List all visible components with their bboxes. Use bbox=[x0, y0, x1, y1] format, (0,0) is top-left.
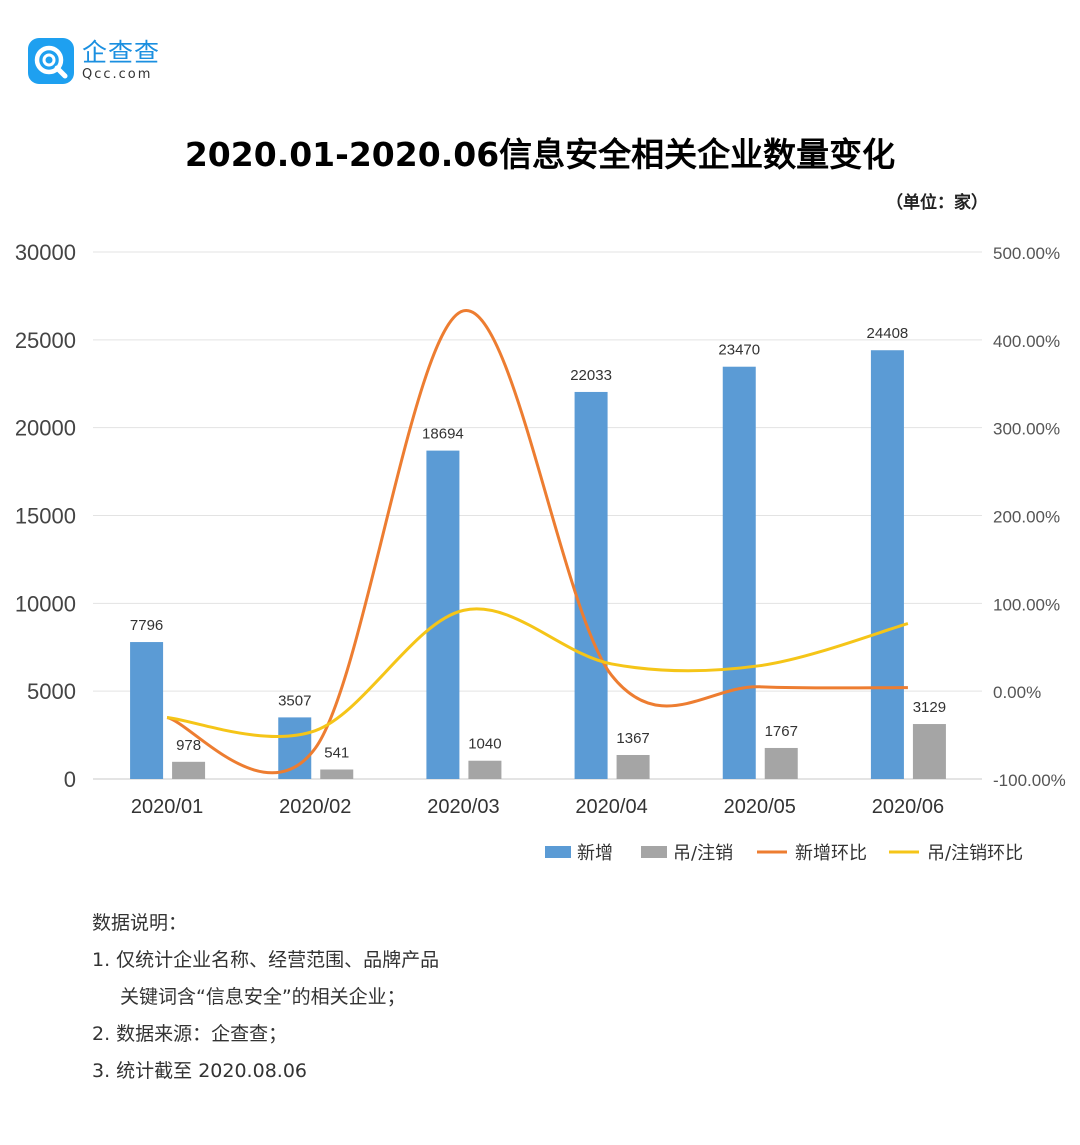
x-tick-label: 2020/01 bbox=[131, 796, 203, 818]
y-right-tick: 400.00% bbox=[993, 332, 1060, 351]
bar-cancel bbox=[172, 761, 206, 779]
bar-cancel bbox=[912, 724, 946, 779]
notes-heading: 数据说明： bbox=[92, 912, 188, 934]
y-left-tick: 10000 bbox=[15, 591, 76, 616]
y-left-tick: 30000 bbox=[15, 240, 76, 265]
y-right-tick: 500.00% bbox=[993, 244, 1060, 263]
note-2: 2. 数据来源：企查查； bbox=[92, 1023, 288, 1045]
legend-swatch bbox=[641, 846, 667, 858]
brand-name: 企查查 bbox=[82, 38, 161, 67]
x-tick-label: 2020/03 bbox=[427, 796, 499, 818]
y-right-tick: 100.00% bbox=[993, 595, 1060, 614]
chart: 0 5000 10000 15000 20000 25000 30000 -100.00% 0.… bbox=[15, 240, 1066, 864]
data-label: 978 bbox=[176, 737, 201, 754]
brand-domain: Qcc.com bbox=[82, 67, 153, 82]
bar-cancel bbox=[468, 760, 502, 779]
bar-new bbox=[278, 717, 312, 779]
data-label: 3129 bbox=[913, 699, 946, 716]
data-label: 7796 bbox=[130, 617, 163, 634]
note-1a: 1. 仅统计企业名称、经营范围、品牌产品 bbox=[92, 949, 440, 971]
chart-title: 2020.01-2020.06信息安全相关企业数量变化 bbox=[184, 135, 896, 174]
note-3: 3. 统计截至 2020.08.06 bbox=[92, 1060, 307, 1082]
y-right-tick: 200.00% bbox=[993, 508, 1060, 527]
bar-cancel bbox=[616, 754, 650, 779]
y-left-tick: 15000 bbox=[15, 504, 76, 529]
data-label: 24408 bbox=[867, 325, 909, 342]
data-label: 22033 bbox=[570, 367, 612, 384]
bar-cancel bbox=[764, 747, 798, 779]
data-label: 1367 bbox=[616, 730, 649, 747]
y-right-tick: -100.00% bbox=[993, 771, 1066, 790]
legend-label: 吊/注销 bbox=[673, 843, 733, 864]
legend-label: 新增环比 bbox=[795, 843, 867, 864]
bar-new bbox=[722, 366, 756, 779]
x-tick-label: 2020/02 bbox=[279, 796, 351, 818]
data-label: 18694 bbox=[422, 426, 464, 443]
line-cancel-mom bbox=[166, 607, 909, 738]
y-right-tick: 0.00% bbox=[993, 683, 1041, 702]
data-label: 541 bbox=[324, 744, 349, 761]
y-right-tick: 300.00% bbox=[993, 420, 1060, 439]
x-tick-label: 2020/06 bbox=[872, 796, 944, 818]
data-notes: 数据说明： 1. 仅统计企业名称、经营范围、品牌产品 关键词含“信息安全”的相关… bbox=[92, 905, 439, 1090]
y-left-tick: 25000 bbox=[15, 328, 76, 353]
x-tick-label: 2020/05 bbox=[724, 796, 796, 818]
brand-logo: 企查查 Qcc.com bbox=[28, 38, 160, 84]
legend-label: 吊/注销环比 bbox=[927, 843, 1023, 864]
data-label: 3507 bbox=[278, 692, 311, 709]
legend-swatch bbox=[545, 846, 571, 858]
note-1b: 关键词含“信息安全”的相关企业； bbox=[120, 986, 406, 1008]
legend-label: 新增 bbox=[577, 843, 613, 864]
y-left-tick: 20000 bbox=[15, 416, 76, 441]
bar-cancel bbox=[320, 769, 354, 779]
y-left-tick: 5000 bbox=[27, 679, 76, 704]
bar-new bbox=[870, 350, 904, 779]
y-left-tick: 0 bbox=[64, 767, 76, 792]
data-label: 1040 bbox=[468, 736, 501, 753]
data-label: 23470 bbox=[718, 342, 760, 359]
bar-new bbox=[130, 642, 164, 779]
line-new-mom bbox=[166, 309, 908, 775]
unit-label: （单位：家） bbox=[886, 193, 988, 213]
bar-new bbox=[574, 391, 608, 779]
qcc-logo-icon bbox=[28, 38, 74, 84]
x-tick-label: 2020/04 bbox=[575, 796, 647, 818]
data-label: 1767 bbox=[765, 723, 798, 740]
